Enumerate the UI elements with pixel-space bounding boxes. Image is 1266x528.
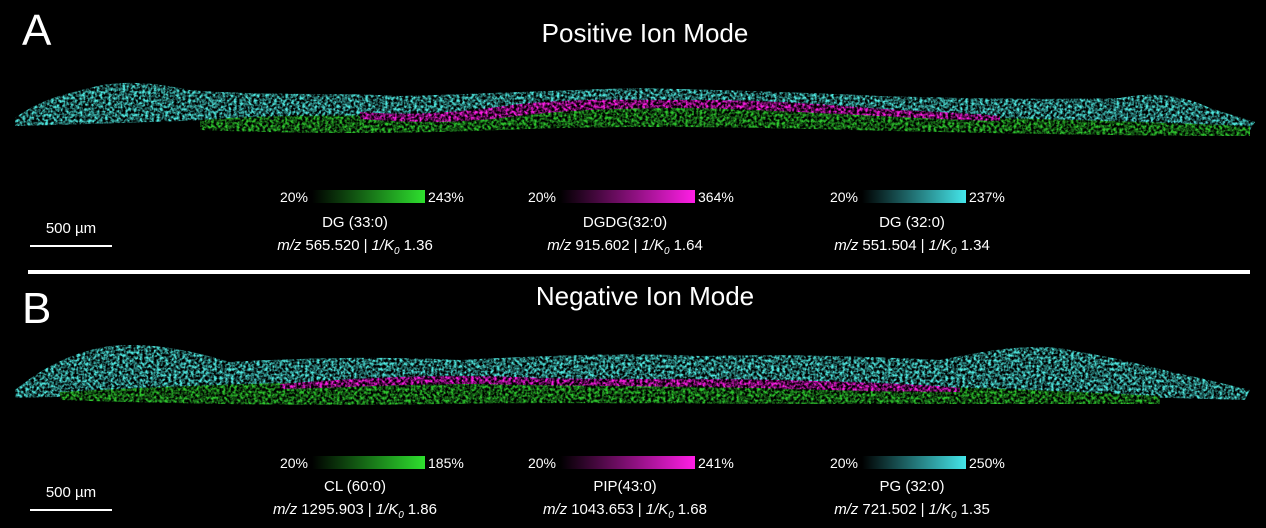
mz-label: m/z [834, 237, 859, 254]
colorbar-max: 241% [698, 455, 734, 471]
mobility-label: 1/K [372, 237, 396, 254]
compound-name: DGDG(32:0) [583, 214, 667, 231]
mobility-label: 1/K [929, 237, 953, 254]
mobility-label: 1/K [929, 501, 953, 518]
mz-value: 551.504 [862, 237, 916, 254]
colorbar-min: 20% [830, 455, 858, 471]
colorbar [862, 190, 966, 203]
mz-mobility: m/z 551.504 | 1/K0 1.34 [834, 237, 990, 257]
mz-mobility: m/z 1295.903 | 1/K0 1.86 [273, 501, 437, 521]
colorbar-max: 237% [969, 189, 1005, 205]
panel-label: A [22, 6, 52, 55]
colorbar [560, 456, 695, 469]
mz-label: m/z [543, 501, 568, 518]
separator: | [364, 237, 368, 254]
tissue-image-a [15, 82, 1255, 136]
mz-value: 1043.653 [571, 501, 634, 518]
mobility-value: 1.64 [674, 237, 703, 254]
colorbar-min: 20% [280, 455, 308, 471]
panel-label: B [22, 284, 51, 333]
compound-name: PIP(43:0) [593, 478, 656, 495]
colorbar-max: 243% [428, 189, 464, 205]
mz-value: 565.520 [305, 237, 359, 254]
mz-mobility: m/z 915.602 | 1/K0 1.64 [547, 237, 703, 257]
colorbar-min: 20% [528, 455, 556, 471]
scale-bar-label: 500 µm [46, 484, 96, 501]
mz-label: m/z [277, 237, 302, 254]
compound-name: DG (32:0) [879, 214, 945, 231]
mobility-value: 1.68 [678, 501, 707, 518]
mobility-value: 1.36 [404, 237, 433, 254]
panel-title: Negative Ion Mode [536, 281, 754, 311]
mz-mobility: m/z 565.520 | 1/K0 1.36 [277, 237, 433, 257]
colorbar [312, 190, 425, 203]
mobility-value: 1.34 [961, 237, 990, 254]
mz-label: m/z [547, 237, 572, 254]
colorbar-min: 20% [830, 189, 858, 205]
mobility-subscript: 0 [394, 246, 400, 257]
mobility-label: 1/K [376, 501, 400, 518]
compound-name: CL (60:0) [324, 478, 386, 495]
separator: | [921, 501, 925, 518]
mz-mobility: m/z 721.502 | 1/K0 1.35 [834, 501, 990, 521]
mobility-value: 1.86 [408, 501, 437, 518]
mobility-value: 1.35 [961, 501, 990, 518]
mz-value: 915.602 [575, 237, 629, 254]
mobility-subscript: 0 [668, 510, 674, 521]
colorbar [560, 190, 695, 203]
compound-name: DG (33:0) [322, 214, 388, 231]
mobility-subscript: 0 [398, 510, 404, 521]
mz-mobility: m/z 1043.653 | 1/K0 1.68 [543, 501, 707, 521]
compound-name: PG (32:0) [879, 478, 944, 495]
mobility-subscript: 0 [951, 510, 957, 521]
panel-title: Positive Ion Mode [542, 18, 749, 48]
colorbar-min: 20% [280, 189, 308, 205]
separator: | [634, 237, 638, 254]
colorbar [862, 456, 966, 469]
colorbar-min: 20% [528, 189, 556, 205]
mz-value: 721.502 [862, 501, 916, 518]
separator: | [921, 237, 925, 254]
mobility-subscript: 0 [664, 246, 670, 257]
separator: | [638, 501, 642, 518]
colorbar-max: 185% [428, 455, 464, 471]
tissue-image-b [15, 344, 1250, 405]
colorbar-max: 364% [698, 189, 734, 205]
colorbar-max: 250% [969, 455, 1005, 471]
mz-label: m/z [834, 501, 859, 518]
mz-label: m/z [273, 501, 298, 518]
mobility-subscript: 0 [951, 246, 957, 257]
mobility-label: 1/K [642, 237, 666, 254]
mz-value: 1295.903 [301, 501, 364, 518]
mobility-label: 1/K [646, 501, 670, 518]
colorbar [312, 456, 425, 469]
separator: | [368, 501, 372, 518]
scale-bar-label: 500 µm [46, 220, 96, 237]
